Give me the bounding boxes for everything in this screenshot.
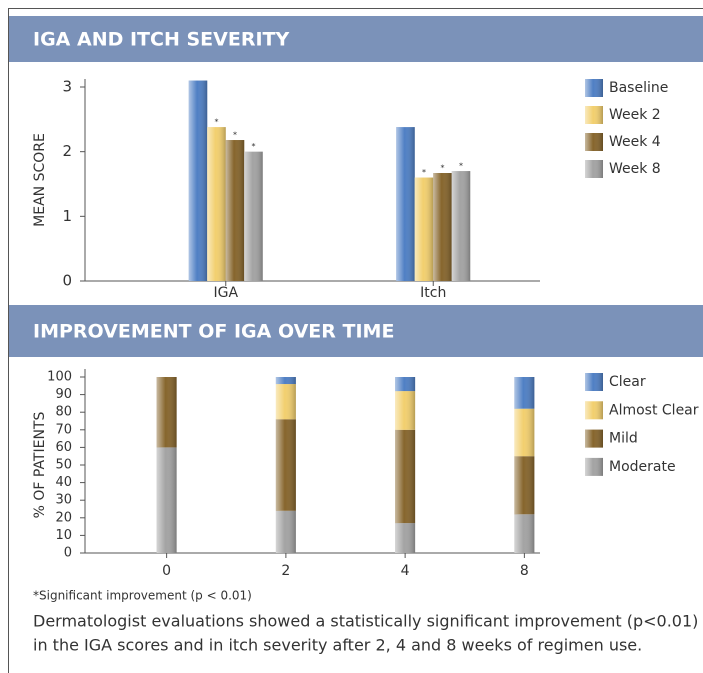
significance-mark: * <box>252 142 256 151</box>
bar-shine <box>207 127 226 282</box>
bar-shine <box>395 391 416 430</box>
y-tick-label: 80 <box>55 405 72 420</box>
y-tick-label: 3 <box>62 78 72 96</box>
x-tick-label: 0 <box>162 563 171 579</box>
bar-shine <box>275 419 296 511</box>
bar-shine <box>396 127 415 282</box>
y-tick-label: 10 <box>55 528 72 543</box>
x-tick-label: 8 <box>520 563 529 579</box>
x-tick-label: 4 <box>401 563 410 579</box>
legend-swatch-shine <box>585 401 603 420</box>
significance-mark: * <box>233 131 237 140</box>
description: Dermatologist evaluations showed a stati… <box>33 612 698 631</box>
header-band <box>9 305 703 357</box>
bar-shine <box>395 523 416 553</box>
y-axis-title: MEAN SCORE <box>32 133 48 227</box>
bar-shine <box>514 514 535 553</box>
bar-shine <box>514 377 535 409</box>
legend-label: Week 8 <box>609 161 661 177</box>
legend-swatch-shine <box>585 79 603 97</box>
bar-shine <box>395 377 416 392</box>
bar-shine <box>275 384 296 420</box>
x-tick-label: IGA <box>213 285 238 301</box>
y-axis-title: % OF PATIENTS <box>32 412 48 519</box>
legend-swatch-shine <box>585 457 603 476</box>
y-tick-label: 0 <box>64 546 72 561</box>
legend-label: Week 4 <box>609 134 661 150</box>
chart-title: IMPROVEMENT OF IGA OVER TIME <box>33 321 394 343</box>
bar-shine <box>275 377 296 385</box>
legend-swatch-shine <box>585 429 603 448</box>
y-tick-label: 100 <box>47 370 72 385</box>
y-tick-label: 40 <box>55 475 72 490</box>
y-tick-label: 90 <box>55 387 72 402</box>
bar-shine <box>451 171 471 281</box>
legend-label: Moderate <box>609 459 676 475</box>
legend-label: Mild <box>609 431 638 447</box>
bar-shine <box>414 177 434 281</box>
legend-label: Almost Clear <box>609 402 699 418</box>
legend-swatch-shine <box>585 160 603 178</box>
y-tick-label: 1 <box>62 207 72 225</box>
bar-shine <box>514 408 535 457</box>
y-tick-label: 70 <box>55 422 72 437</box>
y-tick-label: 0 <box>62 272 72 290</box>
y-tick-label: 2 <box>62 142 72 160</box>
footnote: *Significant improvement (p < 0.01) <box>33 589 252 603</box>
bar-shine <box>433 173 452 281</box>
legend-label: Week 2 <box>609 107 661 123</box>
legend-label: Baseline <box>609 80 668 96</box>
y-tick-label: 50 <box>55 458 72 473</box>
description: in the IGA scores and in itch severity a… <box>33 636 642 655</box>
significance-mark: * <box>215 118 219 127</box>
bar-shine <box>275 510 296 553</box>
bar-shine <box>395 429 416 524</box>
legend-swatch-shine <box>585 133 603 151</box>
legend-label: Clear <box>609 374 646 390</box>
bar-shine <box>156 447 177 553</box>
bar-shine <box>188 80 208 282</box>
significance-mark: * <box>441 164 445 173</box>
legend-swatch-shine <box>585 106 603 124</box>
bar-shine <box>156 377 177 448</box>
x-tick-label: Itch <box>420 285 446 301</box>
bar-shine <box>225 140 245 281</box>
bar-shine <box>244 151 263 281</box>
significance-mark: * <box>459 162 463 171</box>
x-tick-label: 2 <box>281 563 290 579</box>
y-tick-label: 30 <box>55 493 72 508</box>
y-tick-label: 20 <box>55 510 72 525</box>
significance-mark: * <box>422 168 426 177</box>
y-tick-label: 60 <box>55 440 72 455</box>
bar-shine <box>514 456 535 515</box>
chart-title: IGA AND ITCH SEVERITY <box>33 29 289 51</box>
header-band <box>9 16 703 62</box>
legend-swatch-shine <box>585 373 603 391</box>
